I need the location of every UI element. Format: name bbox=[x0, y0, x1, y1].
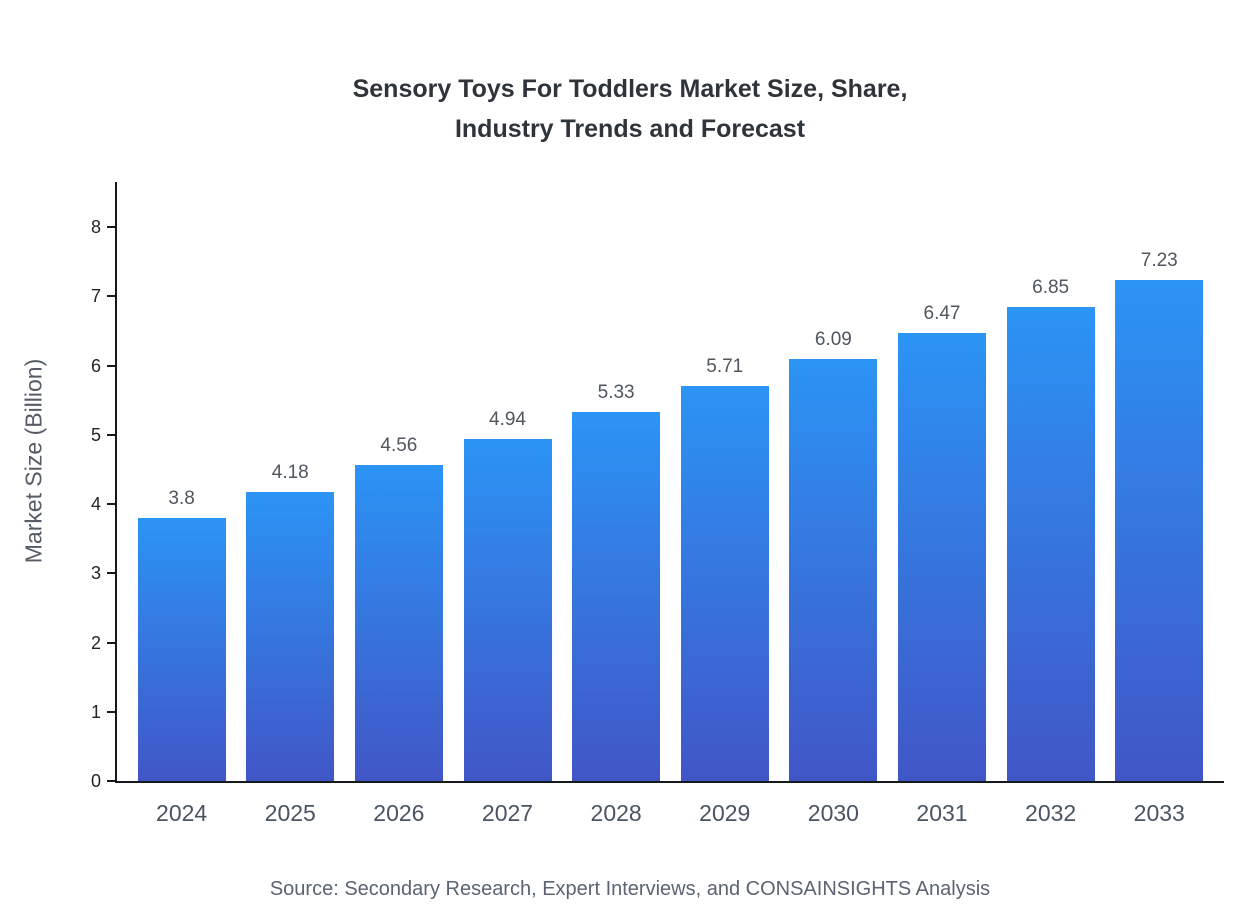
bar-value-label: 4.56 bbox=[380, 435, 418, 457]
y-axis-tick-label: 6 bbox=[90, 355, 101, 376]
y-axis-tick bbox=[107, 641, 115, 644]
y-axis-tick bbox=[107, 226, 115, 228]
bar-series: 3.8 2024 4.18 2025 4.56 2026 4.94 2027 5.33 2028 5… bbox=[117, 182, 1224, 826]
x-axis-tick-label: 2024 bbox=[156, 800, 208, 826]
bar-value-label: 7.23 bbox=[1140, 250, 1178, 272]
x-axis-tick-label: 2030 bbox=[807, 800, 859, 826]
x-axis-tick-label: 2033 bbox=[1133, 800, 1185, 826]
y-axis-tick bbox=[107, 710, 115, 713]
y-axis-tick bbox=[107, 295, 115, 298]
y-axis-tick-label: 8 bbox=[90, 217, 101, 237]
chart-title-line-2: Industry Trends and Forecast bbox=[454, 114, 806, 143]
bar-column: 6.47 2031 bbox=[898, 302, 986, 826]
x-axis-tick-label: 2032 bbox=[1025, 800, 1077, 826]
y-axis-title: Market Size (Billion) bbox=[20, 358, 47, 564]
bar-column: 4.56 2026 bbox=[354, 435, 443, 826]
y-axis-tick-label: 4 bbox=[90, 494, 101, 514]
source-attribution: Source: Secondary Research, Expert Inter… bbox=[269, 878, 991, 900]
chart-title: Sensory Toys For Toddlers Market Size, S… bbox=[0, 69, 1260, 149]
y-axis-tick bbox=[107, 503, 115, 505]
bar bbox=[1006, 306, 1095, 781]
bar-value-label: 4.94 bbox=[489, 408, 526, 430]
y-axis-tick-label: 3 bbox=[90, 563, 101, 584]
bar-value-label: 3.8 bbox=[168, 487, 195, 509]
bar bbox=[354, 465, 443, 781]
x-axis-tick-label: 2029 bbox=[699, 800, 751, 826]
bar-column: 5.33 2028 bbox=[572, 381, 661, 826]
bar-value-label: 5.33 bbox=[597, 381, 635, 403]
bar-value-label: 6.47 bbox=[923, 302, 961, 324]
bar bbox=[1115, 280, 1204, 781]
bar bbox=[463, 438, 552, 781]
bar-column: 7.23 2033 bbox=[1115, 250, 1204, 826]
x-axis-tick-label: 2031 bbox=[916, 800, 968, 826]
bar bbox=[572, 411, 661, 781]
bar-column: 4.94 2027 bbox=[463, 408, 552, 826]
y-axis-tick-label: 5 bbox=[90, 424, 101, 445]
y-axis-tick-label: 7 bbox=[90, 286, 101, 307]
y-axis-tick-label: 1 bbox=[90, 701, 101, 722]
x-axis-tick-label: 2028 bbox=[590, 800, 642, 826]
bar bbox=[680, 385, 769, 781]
bar bbox=[137, 517, 226, 781]
bar-value-label: 6.85 bbox=[1032, 276, 1070, 298]
bar-value-label: 5.71 bbox=[706, 355, 744, 377]
plot-area: 3.8 2024 4.18 2025 4.56 2026 4.94 2027 5.33 2028 5… bbox=[91, 182, 1224, 826]
bar-value-label: 4.18 bbox=[271, 461, 309, 483]
x-axis-tick-label: 2026 bbox=[373, 800, 425, 826]
x-axis-tick-label: 2027 bbox=[481, 800, 534, 826]
y-axis-tick bbox=[107, 364, 115, 367]
bar bbox=[246, 491, 335, 781]
bar-column: 6.85 2032 bbox=[1006, 276, 1095, 826]
bar-column: 5.71 2029 bbox=[680, 355, 769, 826]
bar-column: 4.18 2025 bbox=[246, 461, 335, 826]
y-axis-tick bbox=[107, 572, 115, 575]
bar-value-label: 6.09 bbox=[814, 329, 852, 351]
bar-column: 6.09 2030 bbox=[789, 329, 878, 826]
chart-title-line-1: Sensory Toys For Toddlers Market Size, S… bbox=[352, 74, 908, 103]
bar bbox=[898, 332, 986, 781]
bar bbox=[789, 359, 878, 781]
y-axis-tick bbox=[107, 780, 115, 782]
y-axis-tick-label: 2 bbox=[90, 632, 101, 653]
x-axis-tick-label: 2025 bbox=[264, 800, 316, 826]
bar-column: 3.8 2024 bbox=[137, 487, 226, 826]
y-axis-tick-label: 0 bbox=[90, 771, 101, 791]
y-axis-tick bbox=[107, 433, 115, 436]
